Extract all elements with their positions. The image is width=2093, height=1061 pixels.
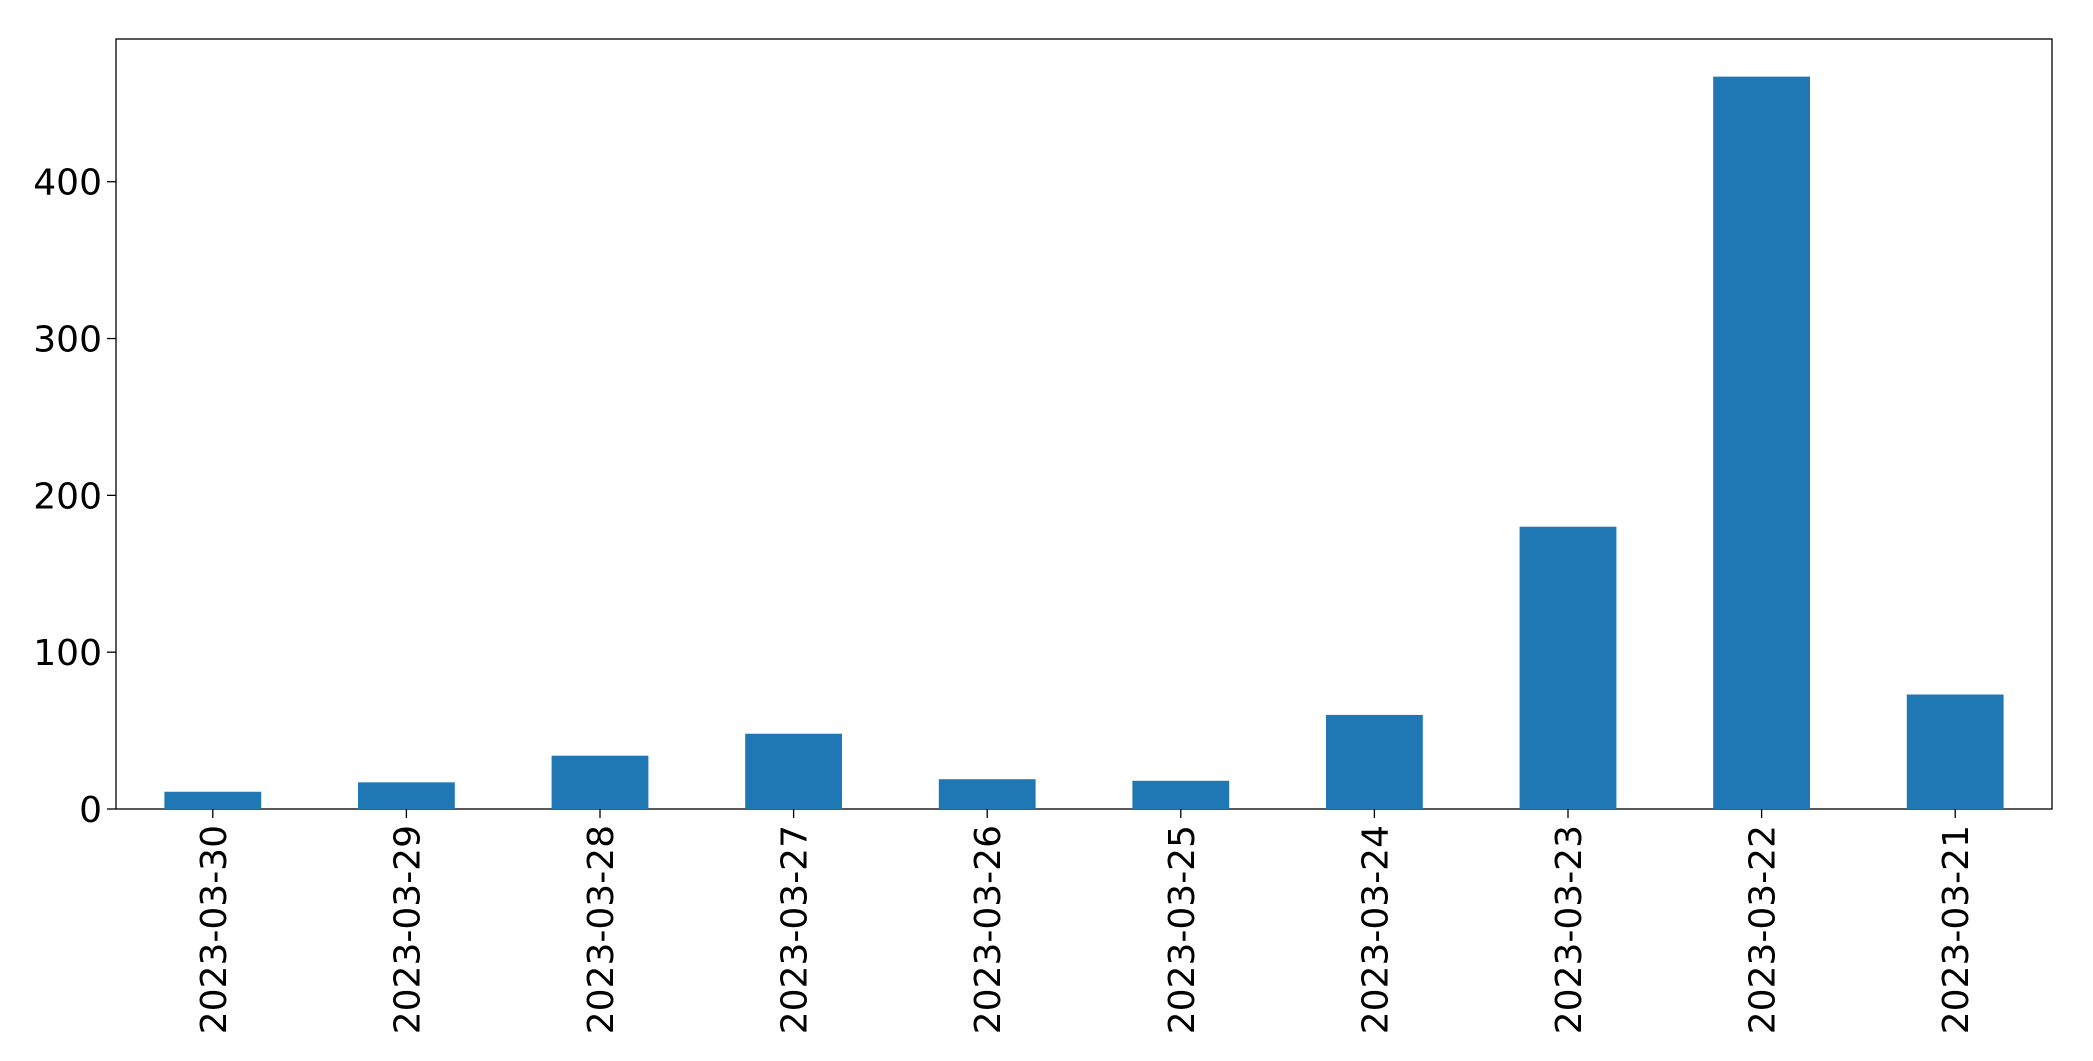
bar (1713, 76, 1810, 810)
bar (164, 791, 262, 809)
bar (1132, 780, 1230, 809)
bar (1906, 694, 2004, 809)
y-tick-label: 400 (33, 163, 102, 204)
x-tick-label: 2023-03-29 (387, 825, 428, 1034)
bar (745, 733, 842, 809)
y-tick-label: 0 (79, 790, 102, 831)
bar (358, 782, 455, 809)
x-tick-label: 2023-03-30 (194, 825, 235, 1034)
y-tick-label: 300 (33, 320, 102, 361)
x-tick-label: 2023-03-28 (581, 825, 622, 1034)
x-tick-label: 2023-03-23 (1549, 825, 1590, 1034)
bar (1519, 526, 1617, 809)
y-tick-label: 200 (33, 476, 102, 517)
bar (551, 755, 649, 809)
x-tick-label: 2023-03-27 (775, 825, 816, 1034)
x-tick-label: 2023-03-21 (1936, 825, 1977, 1034)
bar (1326, 714, 1423, 809)
bar (938, 779, 1036, 809)
x-tick-label: 2023-03-22 (1743, 825, 1784, 1034)
x-tick-label: 2023-03-26 (968, 825, 1009, 1034)
x-tick-label: 2023-03-25 (1162, 825, 1203, 1034)
x-tick-label: 2023-03-24 (1355, 825, 1396, 1034)
y-tick-label: 100 (33, 633, 102, 674)
plot-frame (115, 38, 2053, 810)
